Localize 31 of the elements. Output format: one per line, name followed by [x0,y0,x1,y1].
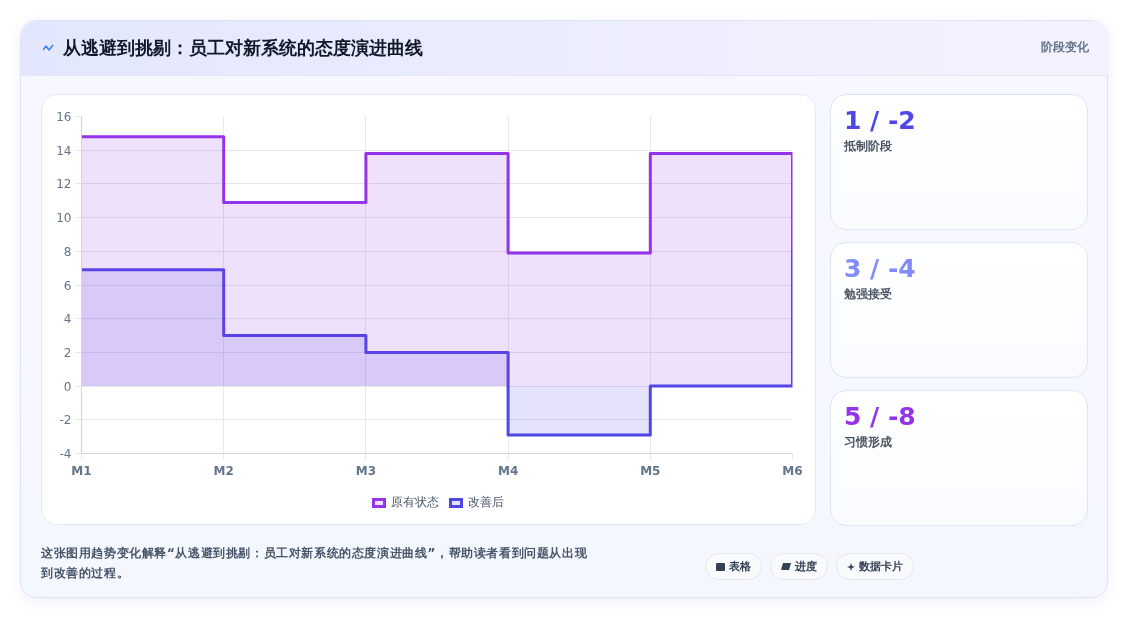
y-tick-label: 2 [63,345,72,360]
x-tick-label: M5 [640,463,661,478]
y-tick-label: 0 [63,379,72,394]
chart-title: 从逃避到挑剔：员工对新系统的态度演进曲线 [63,36,423,61]
y-tick-label: 10 [56,211,72,226]
legend-label: 原有状态 [390,494,439,512]
y-tick-label: -2 [59,413,72,428]
legend-label: 改善后 [467,494,504,512]
y-tick-label: 4 [63,312,72,327]
y-tick-label: 12 [56,177,72,192]
text: 抵制阶段 [844,138,893,154]
x-tick-label: M3 [355,463,377,478]
y-tick-label: 16 [56,110,72,124]
text: 阶段变化 [1041,39,1089,57]
text: 进度 [795,558,817,575]
text: 5 / -8 [844,402,917,432]
y-tick-label: -4 [59,447,72,461]
text: 1 / -2 [844,106,917,136]
text: 这张图用趋势变化解释“从逃避到挑剔：员工对新系统的态度演进曲线”，帮助读者看到问题从出现到改善的过程。 [41,545,589,582]
text: 表格 [729,558,751,575]
x-tick-label: M2 [213,463,234,478]
y-tick-label: 6 [63,278,72,293]
text: 勉强接受 [844,286,893,302]
x-tick-label: M1 [71,463,92,478]
text: 数据卡片 [859,558,903,575]
y-tick-label: 14 [56,143,72,158]
x-tick-label: M6 [782,463,803,478]
text: 3 / -4 [844,254,917,284]
x-tick-label: M4 [497,463,519,478]
y-tick-label: 8 [63,244,72,259]
text: 习惯形成 [844,434,893,450]
